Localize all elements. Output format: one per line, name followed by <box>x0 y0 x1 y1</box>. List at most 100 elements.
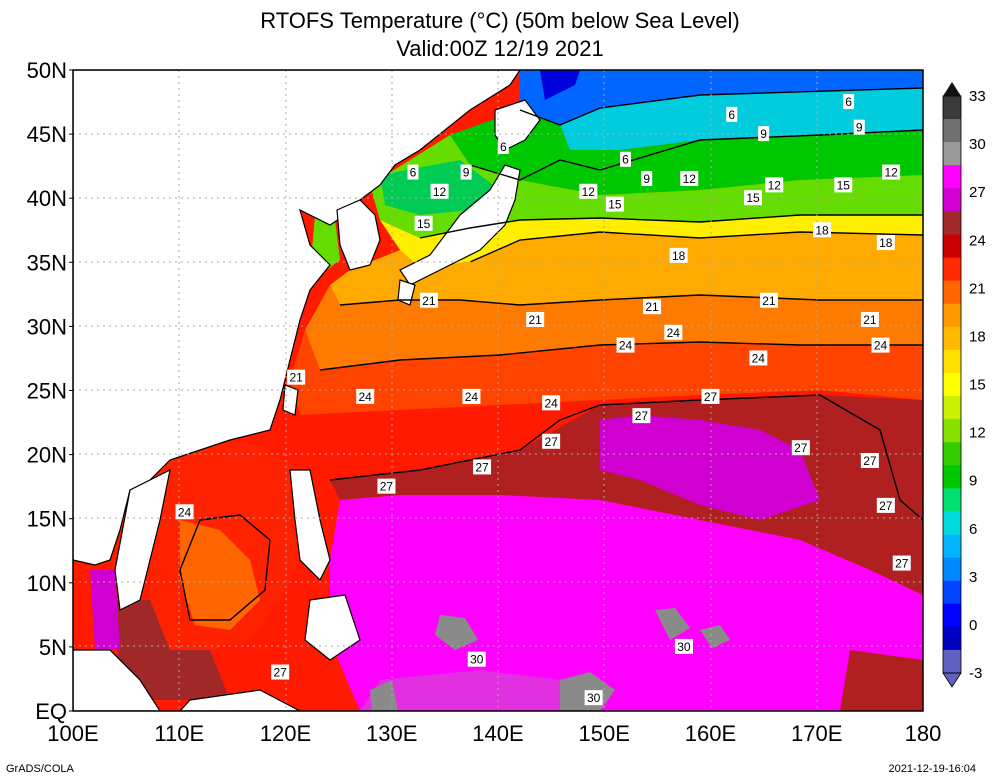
contour-label-27: 27 <box>892 555 911 571</box>
contour-label-text: 24 <box>359 390 373 404</box>
indochina <box>114 468 171 611</box>
contour-label-21: 21 <box>419 292 438 308</box>
map-title: RTOFS Temperature (°C) (50m below Sea Le… <box>260 8 740 33</box>
contour-label-text: 6 <box>500 140 507 154</box>
colorbar-swatch <box>943 119 961 143</box>
contour-label-30: 30 <box>584 690 603 706</box>
contour-label-12: 12 <box>430 183 449 199</box>
contour-label-9: 9 <box>853 119 865 135</box>
contour-label-box <box>287 369 306 385</box>
lat-label-10N: 10N <box>27 571 67 596</box>
contour-lines <box>179 87 923 621</box>
taiwan <box>282 384 299 416</box>
colorbar-label-6: 6 <box>969 521 977 538</box>
contour-label-box <box>419 292 438 308</box>
contour-label-text: 6 <box>410 166 417 180</box>
contour-label-box <box>882 164 901 180</box>
contour-27 <box>329 394 923 521</box>
contour-label-text: 30 <box>587 691 601 705</box>
band-27-se <box>840 650 923 711</box>
contour-label-text: 24 <box>667 326 681 340</box>
contour-label-text: 21 <box>863 313 877 327</box>
contour-label-15: 15 <box>414 215 433 231</box>
contour-label-27: 27 <box>632 408 651 424</box>
latitude-axis: 50N 45N 40N 35N 30N 25N 20N 15N 10N 5N EQ <box>27 58 73 724</box>
contour-label-box <box>853 119 865 135</box>
contour-label-21: 21 <box>860 311 879 327</box>
contour-label-15: 15 <box>744 190 762 206</box>
contour-label-box <box>632 408 651 424</box>
colorbar-swatch <box>943 372 961 397</box>
contour-label-text: 27 <box>475 460 489 474</box>
band-18 <box>330 232 923 305</box>
contour-label-text: 12 <box>884 166 898 180</box>
contour-label-text: 27 <box>380 480 394 494</box>
contour-3 <box>519 87 923 126</box>
contour-label-21: 21 <box>759 292 778 308</box>
contour-label-21: 21 <box>526 311 545 327</box>
contour-label-18: 18 <box>813 222 832 238</box>
contour-label-21: 21 <box>643 299 662 315</box>
contour-label-box <box>473 459 492 475</box>
warm-pool-4 <box>700 625 730 648</box>
band-29 <box>600 415 820 520</box>
band-15 <box>380 215 923 268</box>
contour-label-text: 24 <box>874 339 888 353</box>
contour-label-30: 30 <box>674 638 693 654</box>
contour-label-box <box>791 440 810 456</box>
colorbar-label-27: 27 <box>969 184 986 201</box>
mainland-asia <box>73 70 521 566</box>
band-cold-0 <box>540 70 580 100</box>
footer-credit: GrADS/COLA <box>6 763 74 775</box>
honshu <box>399 164 521 286</box>
philippines <box>289 469 331 582</box>
contour-label-box <box>701 388 720 404</box>
colorbar-swatch <box>943 234 961 259</box>
colorbar-swatch <box>943 142 961 166</box>
contour-label-box <box>584 690 603 706</box>
scs-cool-spot <box>180 520 260 630</box>
contour-label-6: 6 <box>726 106 738 122</box>
malay-peninsula <box>73 649 161 711</box>
colorbar-label-33: 33 <box>969 88 986 105</box>
contour-label-text: 27 <box>274 666 288 680</box>
contour-label-box <box>726 106 738 122</box>
contour-label-text: 24 <box>544 396 558 410</box>
colorbar-swatch <box>943 303 961 328</box>
contour-label-box <box>669 247 688 263</box>
contour-label-text: 21 <box>422 294 436 308</box>
contour-label-24: 24 <box>356 388 375 404</box>
contour-label-box <box>759 292 778 308</box>
contour-label-27: 27 <box>542 433 561 449</box>
contour-label-text: 12 <box>433 185 447 199</box>
band-cold-3 <box>520 70 923 125</box>
contour-label-box <box>467 651 486 667</box>
contour-label-box <box>414 215 433 231</box>
land <box>73 70 541 711</box>
contour-label-box <box>765 177 784 193</box>
contour-label-text: 24 <box>465 390 479 404</box>
contour-label-27: 27 <box>473 459 492 475</box>
colorbar-swatch <box>943 465 961 489</box>
contour-label-12: 12 <box>882 164 901 180</box>
colorbar-swatch <box>943 396 961 420</box>
contour-label-box <box>497 138 509 154</box>
colorbar-swatch <box>943 626 961 651</box>
contour-label-27: 27 <box>876 497 895 513</box>
contour-label-24: 24 <box>616 337 635 353</box>
contour-label-27: 27 <box>271 664 290 680</box>
contour-label-text: 18 <box>672 249 686 263</box>
contour-label-15: 15 <box>834 177 853 193</box>
contour-label-box <box>526 311 545 327</box>
contour-label-box <box>834 177 853 193</box>
contour-label-24: 24 <box>462 388 481 404</box>
colorbar-frame <box>942 95 962 674</box>
contour-label-box <box>430 183 449 199</box>
contour-6 <box>469 129 923 181</box>
colorbar-swatch <box>943 649 961 674</box>
contour-label-21: 21 <box>287 369 306 385</box>
contour-label-6: 6 <box>407 164 419 180</box>
gulf-of-thailand <box>115 600 230 700</box>
contour-label-text: 9 <box>463 166 470 180</box>
